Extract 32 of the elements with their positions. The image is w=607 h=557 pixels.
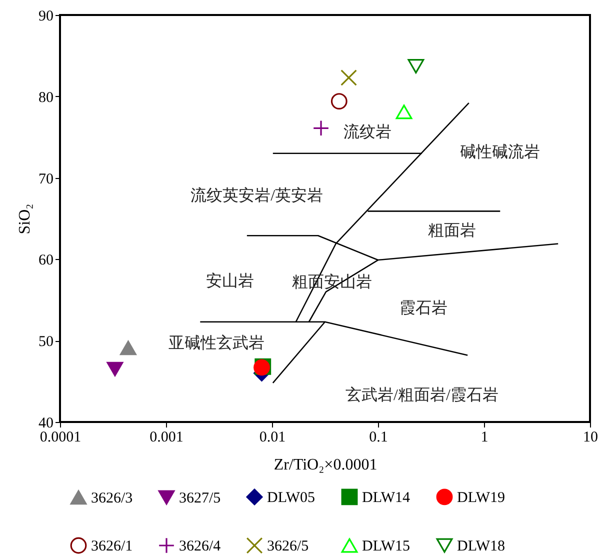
x-tick-label: 0.1 xyxy=(369,430,388,446)
y-axis-title: SiO₂ xyxy=(16,204,34,234)
annotation: 安山岩 xyxy=(206,272,254,290)
y-tick-label: 50 xyxy=(38,334,54,350)
annotation: 亚碱性玄武岩 xyxy=(168,334,265,352)
legend-label: DLW05 xyxy=(267,490,316,506)
legend-label: DLW19 xyxy=(457,490,506,506)
annotation: 霞石岩 xyxy=(400,299,448,318)
x-tick-label: 0.01 xyxy=(259,430,286,446)
annotation: 碱性碱流岩 xyxy=(460,142,540,161)
x-tick-label: 1 xyxy=(480,430,488,446)
legend-label: DLW15 xyxy=(362,538,410,554)
legend-label: DLW18 xyxy=(457,538,506,554)
x-tick-label: 0.0001 xyxy=(40,430,82,446)
x-tick-label: 0.001 xyxy=(150,430,184,446)
y-tick-label: 80 xyxy=(38,90,54,106)
y-tick-label: 90 xyxy=(38,8,54,24)
annotation: 流纹英安岩/英安岩 xyxy=(190,186,324,205)
legend-label: 3627/5 xyxy=(179,490,221,506)
annotation: 粗面岩 xyxy=(428,222,476,240)
y-tick-label: 60 xyxy=(38,252,54,269)
annotation: 流纹岩 xyxy=(344,123,392,142)
y-tick-label: 40 xyxy=(38,416,54,432)
y-tick-label: 70 xyxy=(38,171,54,188)
x-tick-label: 10 xyxy=(583,430,598,446)
annotation: 玄武岩/粗面岩/霞石岩 xyxy=(346,386,498,404)
x-axis-title: Zr/TiO₂×0.0001 xyxy=(274,456,378,474)
legend-label: 3626/1 xyxy=(91,538,133,554)
legend-label: 3626/4 xyxy=(179,538,222,554)
legend-label: DLW14 xyxy=(362,490,411,506)
legend-label: 3626/5 xyxy=(267,538,309,554)
legend-label: 3626/3 xyxy=(91,490,133,506)
